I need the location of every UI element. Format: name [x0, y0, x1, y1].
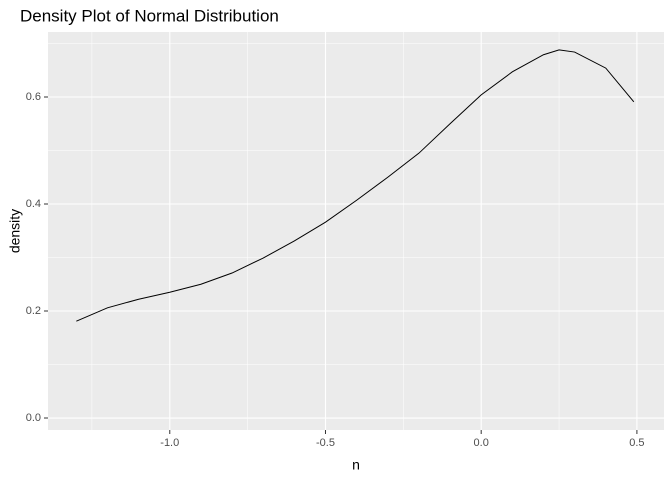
y-tick-label: 0.6	[26, 91, 41, 103]
x-axis-label: n	[352, 457, 360, 473]
chart-title: Density Plot of Normal Distribution	[20, 6, 279, 25]
y-axis-label: density	[7, 209, 23, 253]
x-tick-label: -0.5	[316, 437, 335, 449]
density-line	[76, 49, 635, 322]
x-tick-label: 0.0	[474, 437, 489, 449]
y-tick-label: 0.2	[26, 305, 41, 317]
x-tick-label: 0.5	[629, 437, 644, 449]
y-tick-label: 0.0	[26, 412, 41, 424]
y-tick-label: 0.4	[26, 198, 41, 210]
x-tick-label: -1.0	[160, 437, 179, 449]
panel	[48, 32, 664, 430]
